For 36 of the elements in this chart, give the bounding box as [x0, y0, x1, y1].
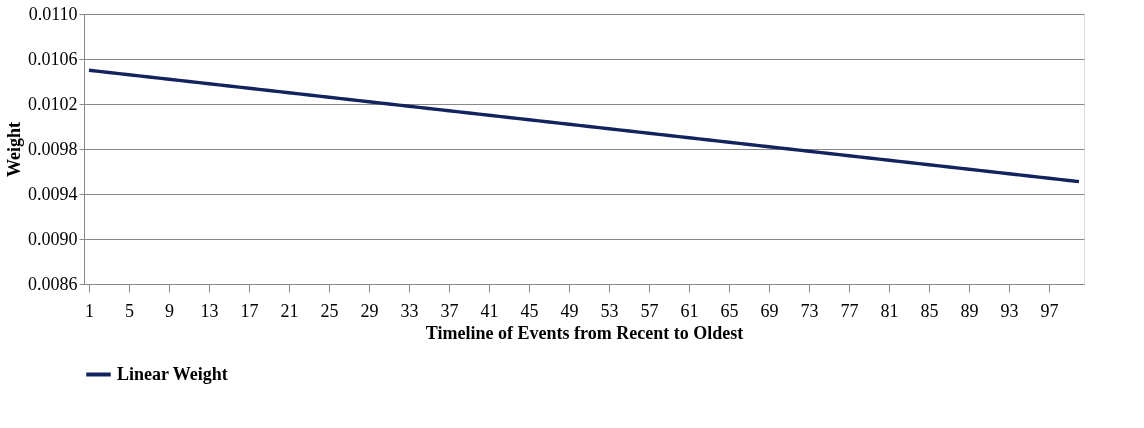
- y-tick-label: 0.0106: [28, 48, 78, 69]
- x-tick-label: 53: [600, 300, 619, 321]
- x-tick-label: 5: [125, 300, 134, 321]
- x-tick-label: 1: [85, 300, 94, 321]
- x-tick-label: 65: [720, 300, 739, 321]
- x-tick-label: 73: [800, 300, 819, 321]
- y-tick-label: 0.0098: [28, 138, 78, 159]
- x-tick-label: 57: [640, 300, 659, 321]
- x-tick-label: 9: [165, 300, 174, 321]
- x-tick-label: 69: [760, 300, 779, 321]
- x-tick-label: 85: [920, 300, 939, 321]
- y-tick-label: 0.0086: [28, 273, 78, 294]
- x-tick-label: 29: [360, 300, 379, 321]
- x-tick-label: 93: [1000, 300, 1019, 321]
- x-tick-label: 81: [880, 300, 899, 321]
- x-tick-label: 97: [1040, 300, 1059, 321]
- x-tick-label: 13: [200, 300, 219, 321]
- x-tick-label: 77: [840, 300, 859, 321]
- y-tick-label: 0.0110: [28, 3, 78, 24]
- y-tick-label: 0.0090: [28, 228, 78, 249]
- legend-label: Linear Weight: [117, 363, 228, 384]
- line-series: [87, 68, 1081, 184]
- y-axis-title: Weight: [4, 121, 24, 178]
- y-tick-label: 0.0094: [28, 183, 78, 204]
- x-tick-label: 49: [560, 300, 579, 321]
- x-tick-label: 61: [680, 300, 699, 321]
- x-tick-label: 25: [320, 300, 339, 321]
- x-tick-label: 33: [400, 300, 419, 321]
- x-tick-label: 89: [960, 300, 979, 321]
- x-tick-label: 17: [240, 300, 259, 321]
- x-axis-title: Timeline of Events from Recent to Oldest: [425, 322, 744, 343]
- x-tick-label: 37: [440, 300, 459, 321]
- x-tick-label: 21: [280, 300, 299, 321]
- x-tick-label: 41: [480, 300, 499, 321]
- x-tick-label: 45: [520, 300, 539, 321]
- y-tick-label: 0.0102: [28, 93, 78, 114]
